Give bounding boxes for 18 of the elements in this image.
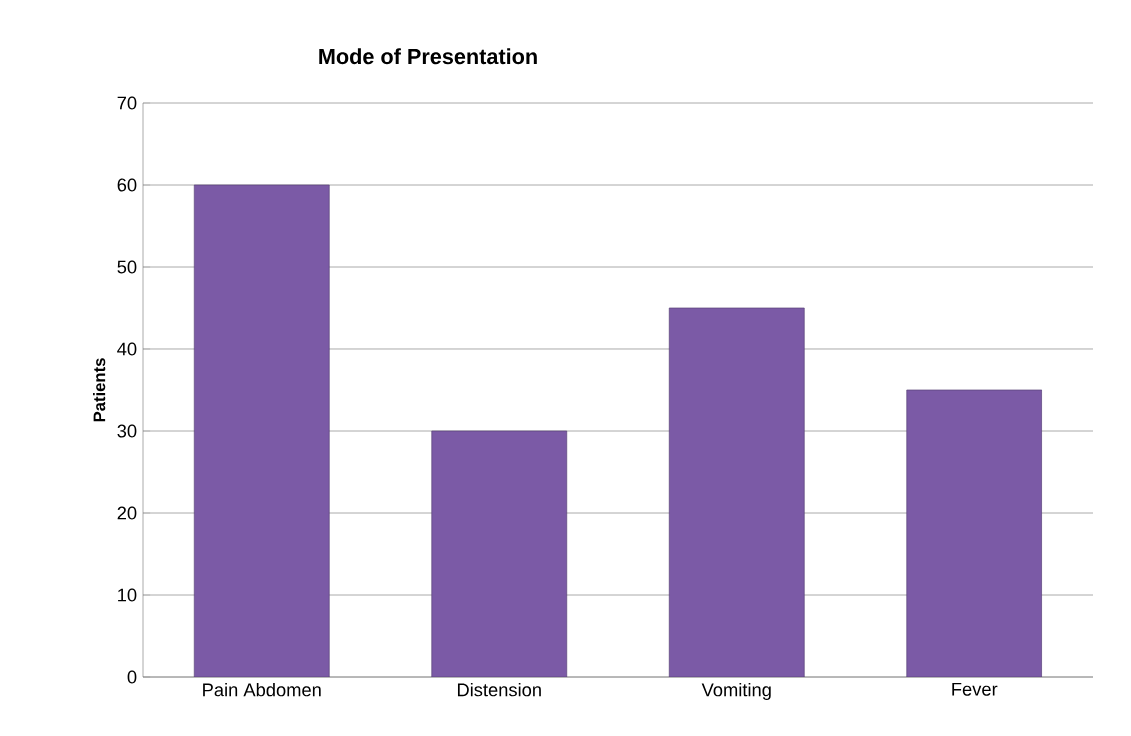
bar [668,307,805,677]
x-tick-label: Vomiting [701,682,771,700]
bar [193,184,330,677]
y-tick-label: 50 [117,260,137,274]
y-tick-label: 0 [127,670,137,684]
y-tick-label: 30 [117,424,137,438]
x-tick-label: Fever [952,682,998,696]
y-tick-label: 20 [117,506,137,520]
bar [431,430,568,677]
y-axis-title: Patients [93,358,106,422]
y-tick-label: 60 [117,178,137,192]
x-tick-label: Pain Abdomen [203,682,321,697]
x-tick-label: Distension [457,682,541,697]
bar [906,389,1043,677]
y-tick-label: 70 [117,96,137,110]
chart-title: Mode of Presentation [319,48,537,65]
y-tick-label: 40 [117,342,137,356]
y-tick-label: 10 [118,588,137,602]
